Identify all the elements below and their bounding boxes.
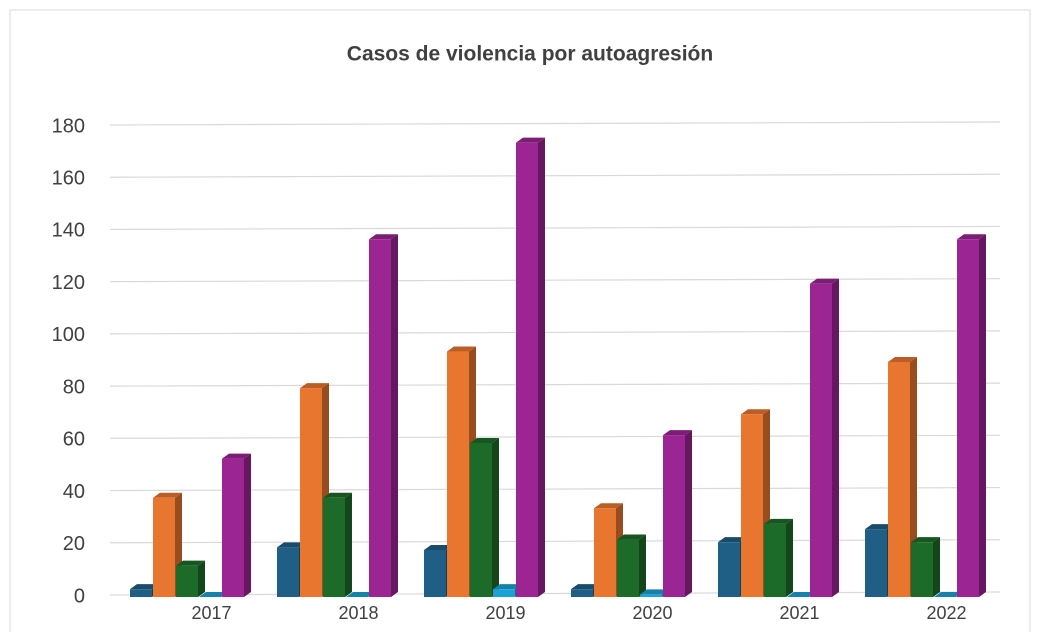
bar <box>176 565 198 597</box>
bar-top <box>594 503 623 509</box>
bar-top <box>447 346 476 352</box>
y-tick-label: 80 <box>63 376 85 398</box>
bar-top <box>493 584 522 590</box>
x-tick-label: 2021 <box>779 603 819 623</box>
x-tick-label: 2020 <box>632 603 672 623</box>
grid-line <box>109 434 1001 439</box>
bar-top <box>470 437 499 443</box>
bar-side <box>345 492 352 597</box>
bar-side <box>244 453 251 597</box>
bar-top <box>222 453 251 459</box>
y-tick-label: 120 <box>52 272 85 294</box>
bar-top <box>640 589 669 595</box>
bar-top <box>199 592 228 597</box>
grid-line <box>109 278 1001 283</box>
bar <box>718 542 740 597</box>
x-tick-label: 2018 <box>338 603 378 623</box>
bar-top <box>153 492 182 498</box>
chart-title: Casos de violencia por autoagresión <box>347 43 713 66</box>
bar-top <box>957 234 986 240</box>
bar-top <box>516 137 545 143</box>
bar-side <box>832 278 839 597</box>
bar <box>764 523 786 597</box>
grid-line <box>109 225 1001 231</box>
bar <box>911 542 933 597</box>
x-tick-label: 2022 <box>926 603 966 623</box>
bar <box>617 539 639 597</box>
bar <box>300 388 322 597</box>
bar-top <box>130 584 159 590</box>
y-tick-label: 180 <box>52 115 85 137</box>
bar <box>516 142 538 597</box>
bar-side <box>391 234 398 597</box>
bar-side <box>786 518 793 597</box>
grid-line <box>109 539 1001 544</box>
bar-side <box>492 437 499 597</box>
bar <box>369 239 391 597</box>
bar-top <box>323 492 352 498</box>
bar-side <box>685 430 692 597</box>
bar <box>865 529 887 597</box>
bar <box>470 442 492 597</box>
bar <box>222 458 244 597</box>
bar-top <box>369 234 398 240</box>
bar-top <box>663 430 692 436</box>
bar-top <box>865 524 894 530</box>
bar-top <box>764 518 793 524</box>
bar <box>447 351 469 597</box>
y-tick-label: 0 <box>74 585 85 607</box>
grid-line <box>109 330 1001 335</box>
bar-top <box>617 534 646 540</box>
bar-top <box>277 542 306 548</box>
bar <box>810 283 832 597</box>
bar-top <box>810 278 839 284</box>
bar <box>741 414 763 597</box>
bar <box>594 508 616 597</box>
x-tick-label: 2019 <box>485 603 525 623</box>
x-tick-label: 2017 <box>191 603 231 623</box>
bar <box>277 547 299 597</box>
grid-line <box>109 591 1001 596</box>
grid-line <box>109 121 1001 126</box>
grid-line <box>109 173 1001 178</box>
y-tick-label: 140 <box>52 220 85 242</box>
bar-top <box>911 537 940 543</box>
bar-top <box>718 537 747 543</box>
bar-top <box>176 560 205 566</box>
bar-top <box>346 592 375 597</box>
y-tick-label: 60 <box>63 429 85 451</box>
bar <box>153 497 175 597</box>
bar-side <box>538 137 545 597</box>
grid-line <box>109 382 1001 387</box>
y-tick-label: 100 <box>52 324 85 346</box>
bar-side <box>910 357 917 597</box>
bar-top <box>300 383 329 389</box>
bar-top <box>787 592 816 597</box>
bar-top <box>741 409 770 415</box>
y-tick-label: 40 <box>63 481 85 503</box>
bar-side <box>933 537 940 597</box>
y-tick-label: 160 <box>52 168 85 190</box>
bar-side <box>198 560 205 597</box>
bar <box>323 497 345 597</box>
y-tick-label: 20 <box>63 533 85 555</box>
bar-side <box>979 234 986 597</box>
bar <box>663 435 685 597</box>
grid-line <box>109 486 1001 492</box>
bar <box>957 239 979 597</box>
bar <box>888 362 910 597</box>
bar-side <box>639 534 646 597</box>
bar-top <box>571 584 600 590</box>
bar <box>640 594 662 597</box>
bar <box>571 589 593 597</box>
bar-top <box>888 357 917 362</box>
bar-top <box>934 592 963 597</box>
bar-top <box>424 545 453 550</box>
bar <box>424 550 446 597</box>
bar <box>493 589 515 597</box>
bar <box>130 589 152 597</box>
